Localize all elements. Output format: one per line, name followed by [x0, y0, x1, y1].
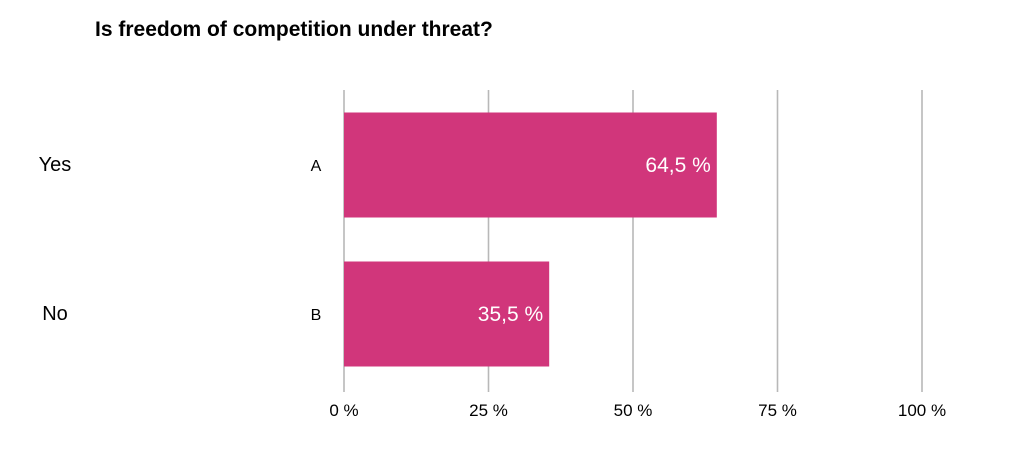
x-tick-label: 50 %: [614, 401, 653, 420]
bar-b: [344, 261, 550, 367]
x-tick-label: 0 %: [329, 401, 358, 420]
data-label: 35,5 %: [478, 303, 543, 326]
category-label: B: [311, 307, 322, 324]
x-tick-label: 100 %: [898, 401, 946, 420]
data-label: 64,5 %: [645, 154, 710, 177]
answer-label: No: [42, 303, 68, 325]
bar-a: [344, 112, 717, 218]
answer-label: Yes: [39, 154, 72, 176]
chart-title: Is freedom of competition under threat?: [95, 18, 493, 41]
bars: [344, 112, 717, 367]
x-tick-label: 25 %: [469, 401, 508, 420]
category-label: A: [311, 158, 322, 175]
x-tick-label: 75 %: [758, 401, 797, 420]
labels: 0 % 25 % 50 % 75 % 100 % 64,5 % A Yes 35,5 % B No: [39, 154, 946, 420]
